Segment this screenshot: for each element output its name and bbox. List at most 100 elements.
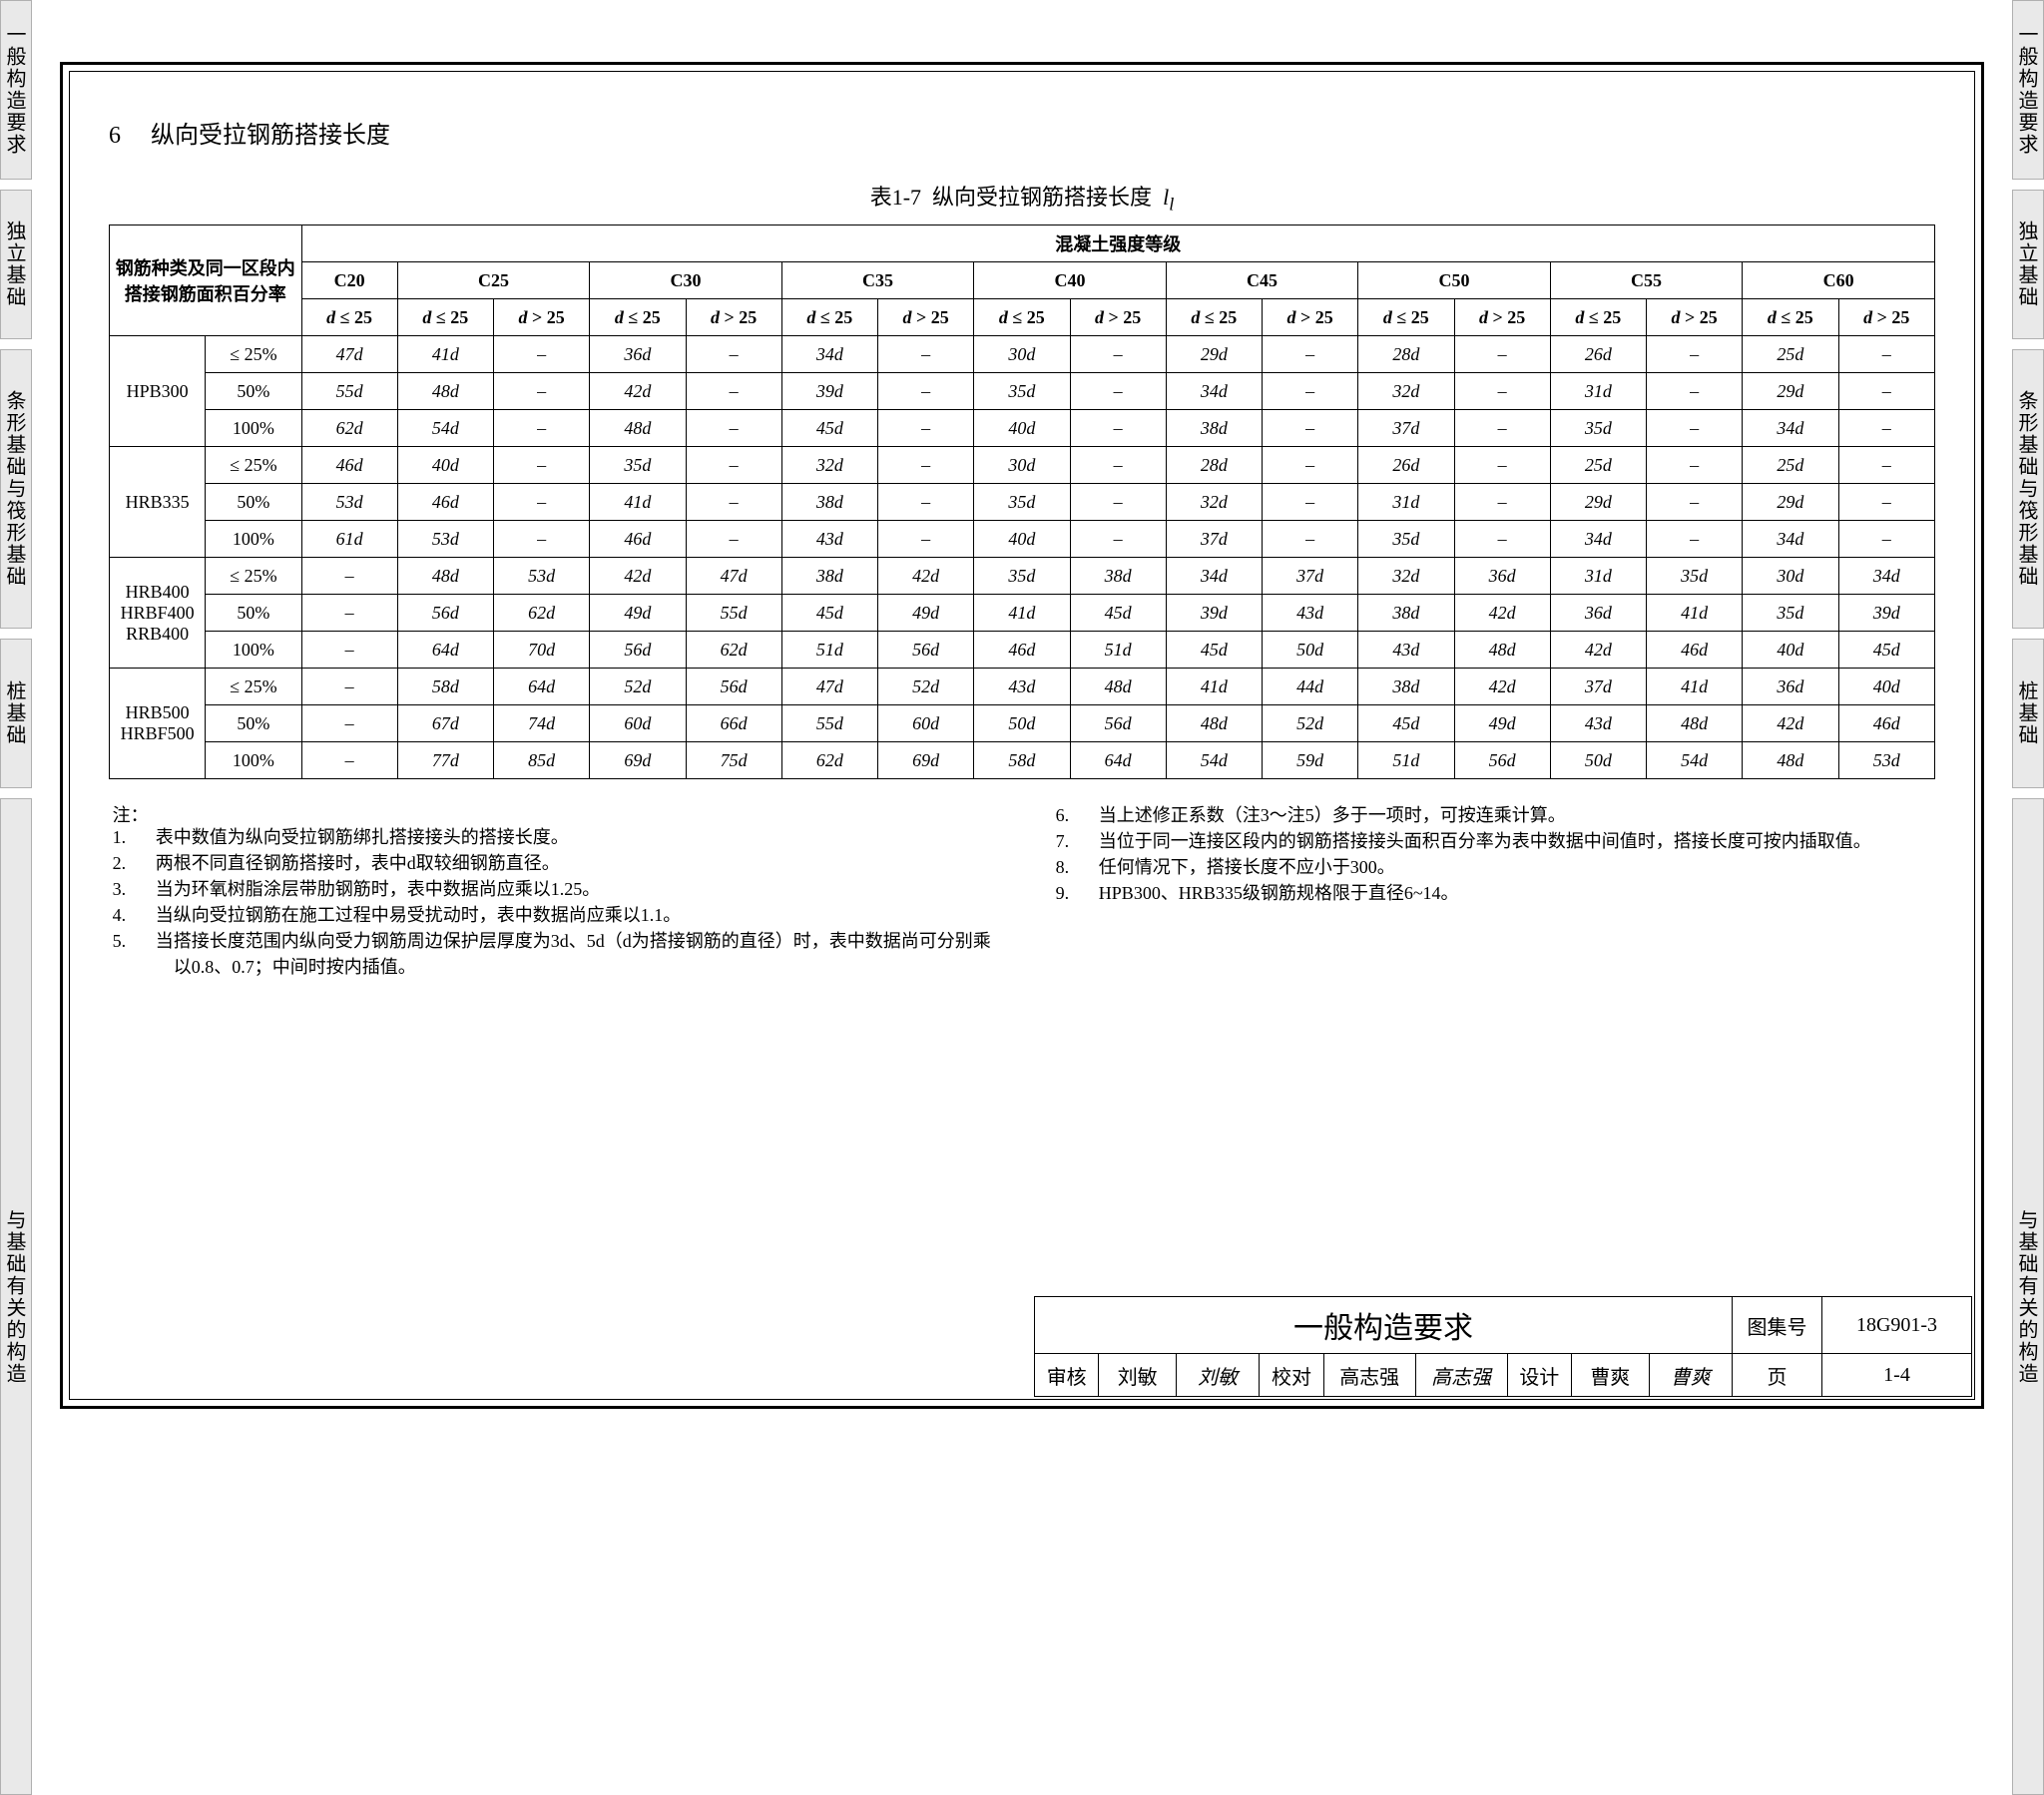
table-caption: 表1-7 纵向受拉钢筋搭接长度 ll <box>109 180 1935 215</box>
page-frame: 6 纵向受拉钢筋搭接长度 表1-7 纵向受拉钢筋搭接长度 ll 钢筋种类及同一区… <box>60 62 1984 1409</box>
value-cell: – <box>301 669 397 705</box>
value-cell: 56d <box>1070 705 1166 742</box>
value-cell: 45d <box>1070 595 1166 632</box>
value-cell: 36d <box>1454 558 1550 595</box>
value-cell: 55d <box>781 705 877 742</box>
value-cell: 54d <box>397 410 493 447</box>
value-cell: 48d <box>590 410 686 447</box>
dia-header: d > 25 <box>1070 299 1166 336</box>
table-notes: 注：1. 表中数值为纵向受拉钢筋绑扎搭接接头的搭接长度。2. 两根不同直径钢筋搭… <box>109 801 1935 979</box>
dia-header: d > 25 <box>1838 299 1935 336</box>
value-cell: 48d <box>1647 705 1743 742</box>
percent-cell: 50% <box>206 484 301 521</box>
value-cell: 46d <box>974 632 1070 669</box>
value-cell: 36d <box>1743 669 1838 705</box>
value-cell: – <box>1647 336 1743 373</box>
value-cell: 42d <box>1550 632 1646 669</box>
value-cell: 28d <box>1166 447 1262 484</box>
atlas-label: 图集号 <box>1732 1297 1821 1354</box>
value-cell: 53d <box>301 484 397 521</box>
dia-header: d ≤ 25 <box>1743 299 1838 336</box>
value-cell: 35d <box>974 558 1070 595</box>
value-cell: 58d <box>397 669 493 705</box>
value-cell: 56d <box>878 632 974 669</box>
value-cell: 45d <box>781 410 877 447</box>
grade-header: C50 <box>1358 262 1551 299</box>
percent-cell: 100% <box>206 742 301 779</box>
value-cell: – <box>1647 447 1743 484</box>
side-tab: 条形基础与筏形基础 <box>0 349 32 629</box>
value-cell: 60d <box>878 705 974 742</box>
value-cell: 48d <box>397 373 493 410</box>
dia-header: d ≤ 25 <box>1358 299 1454 336</box>
value-cell: 36d <box>1550 595 1646 632</box>
value-cell: 52d <box>878 669 974 705</box>
grade-header: C40 <box>974 262 1167 299</box>
value-cell: 39d <box>1838 595 1935 632</box>
value-cell: 56d <box>590 632 686 669</box>
value-cell: – <box>1838 447 1935 484</box>
title-block: 一般构造要求 图集号 18G901-3 审核 刘敏 刘敏 校对 高志强 高志强 … <box>1034 1296 1972 1397</box>
section-heading: 6 纵向受拉钢筋搭接长度 <box>109 115 1935 150</box>
value-cell: 41d <box>590 484 686 521</box>
value-cell: – <box>1070 447 1166 484</box>
value-cell: 54d <box>1647 742 1743 779</box>
value-cell: 30d <box>974 336 1070 373</box>
value-cell: 59d <box>1263 742 1358 779</box>
side-tabs-right: 一般构造要求独立基础条形基础与筏形基础桩基础与基础有关的构造 <box>2012 0 2044 1485</box>
percent-cell: ≤ 25% <box>206 669 301 705</box>
side-tab: 桩基础 <box>2012 639 2044 788</box>
value-cell: 29d <box>1743 373 1838 410</box>
value-cell: 50d <box>1550 742 1646 779</box>
check-signature: 高志强 <box>1415 1354 1507 1397</box>
value-cell: 47d <box>686 558 781 595</box>
grade-header: C20 <box>301 262 397 299</box>
value-cell: 48d <box>1166 705 1262 742</box>
value-cell: 50d <box>974 705 1070 742</box>
value-cell: 48d <box>1743 742 1838 779</box>
value-cell: 52d <box>590 669 686 705</box>
value-cell: 35d <box>1550 410 1646 447</box>
side-tab: 条形基础与筏形基础 <box>2012 349 2044 629</box>
value-cell: 37d <box>1263 558 1358 595</box>
value-cell: 43d <box>1550 705 1646 742</box>
design-signature: 曹爽 <box>1649 1354 1732 1397</box>
review-signature: 刘敏 <box>1177 1354 1260 1397</box>
check-label: 校对 <box>1260 1354 1323 1397</box>
caption-sub: l <box>1169 194 1174 214</box>
value-cell: 35d <box>1358 521 1454 558</box>
value-cell: 48d <box>1070 669 1166 705</box>
value-cell: 46d <box>590 521 686 558</box>
value-cell: 39d <box>781 373 877 410</box>
value-cell: – <box>878 336 974 373</box>
value-cell: 30d <box>1743 558 1838 595</box>
value-cell: – <box>301 705 397 742</box>
value-cell: – <box>1454 484 1550 521</box>
value-cell: – <box>1454 521 1550 558</box>
header-rebar-type: 钢筋种类及同一区段内搭接钢筋面积百分率 <box>110 225 302 336</box>
dia-header: d ≤ 25 <box>1550 299 1646 336</box>
rebar-type-cell: HPB300 <box>110 336 206 447</box>
percent-cell: 50% <box>206 705 301 742</box>
percent-cell: 100% <box>206 410 301 447</box>
value-cell: – <box>878 373 974 410</box>
check-name: 高志强 <box>1323 1354 1415 1397</box>
dia-header: d > 25 <box>1454 299 1550 336</box>
value-cell: 56d <box>686 669 781 705</box>
side-tab: 独立基础 <box>0 190 32 339</box>
value-cell: 42d <box>590 558 686 595</box>
value-cell: – <box>301 595 397 632</box>
value-cell: 31d <box>1550 558 1646 595</box>
value-cell: 51d <box>1070 632 1166 669</box>
value-cell: – <box>878 410 974 447</box>
value-cell: 53d <box>494 558 590 595</box>
value-cell: 67d <box>397 705 493 742</box>
value-cell: 62d <box>494 595 590 632</box>
value-cell: 54d <box>1166 742 1262 779</box>
value-cell: 46d <box>1838 705 1935 742</box>
percent-cell: ≤ 25% <box>206 558 301 595</box>
header-concrete-grade: 混凝土强度等级 <box>301 225 1935 262</box>
section-title: 纵向受拉钢筋搭接长度 <box>151 123 390 149</box>
page-label: 页 <box>1732 1354 1821 1397</box>
value-cell: – <box>1263 373 1358 410</box>
